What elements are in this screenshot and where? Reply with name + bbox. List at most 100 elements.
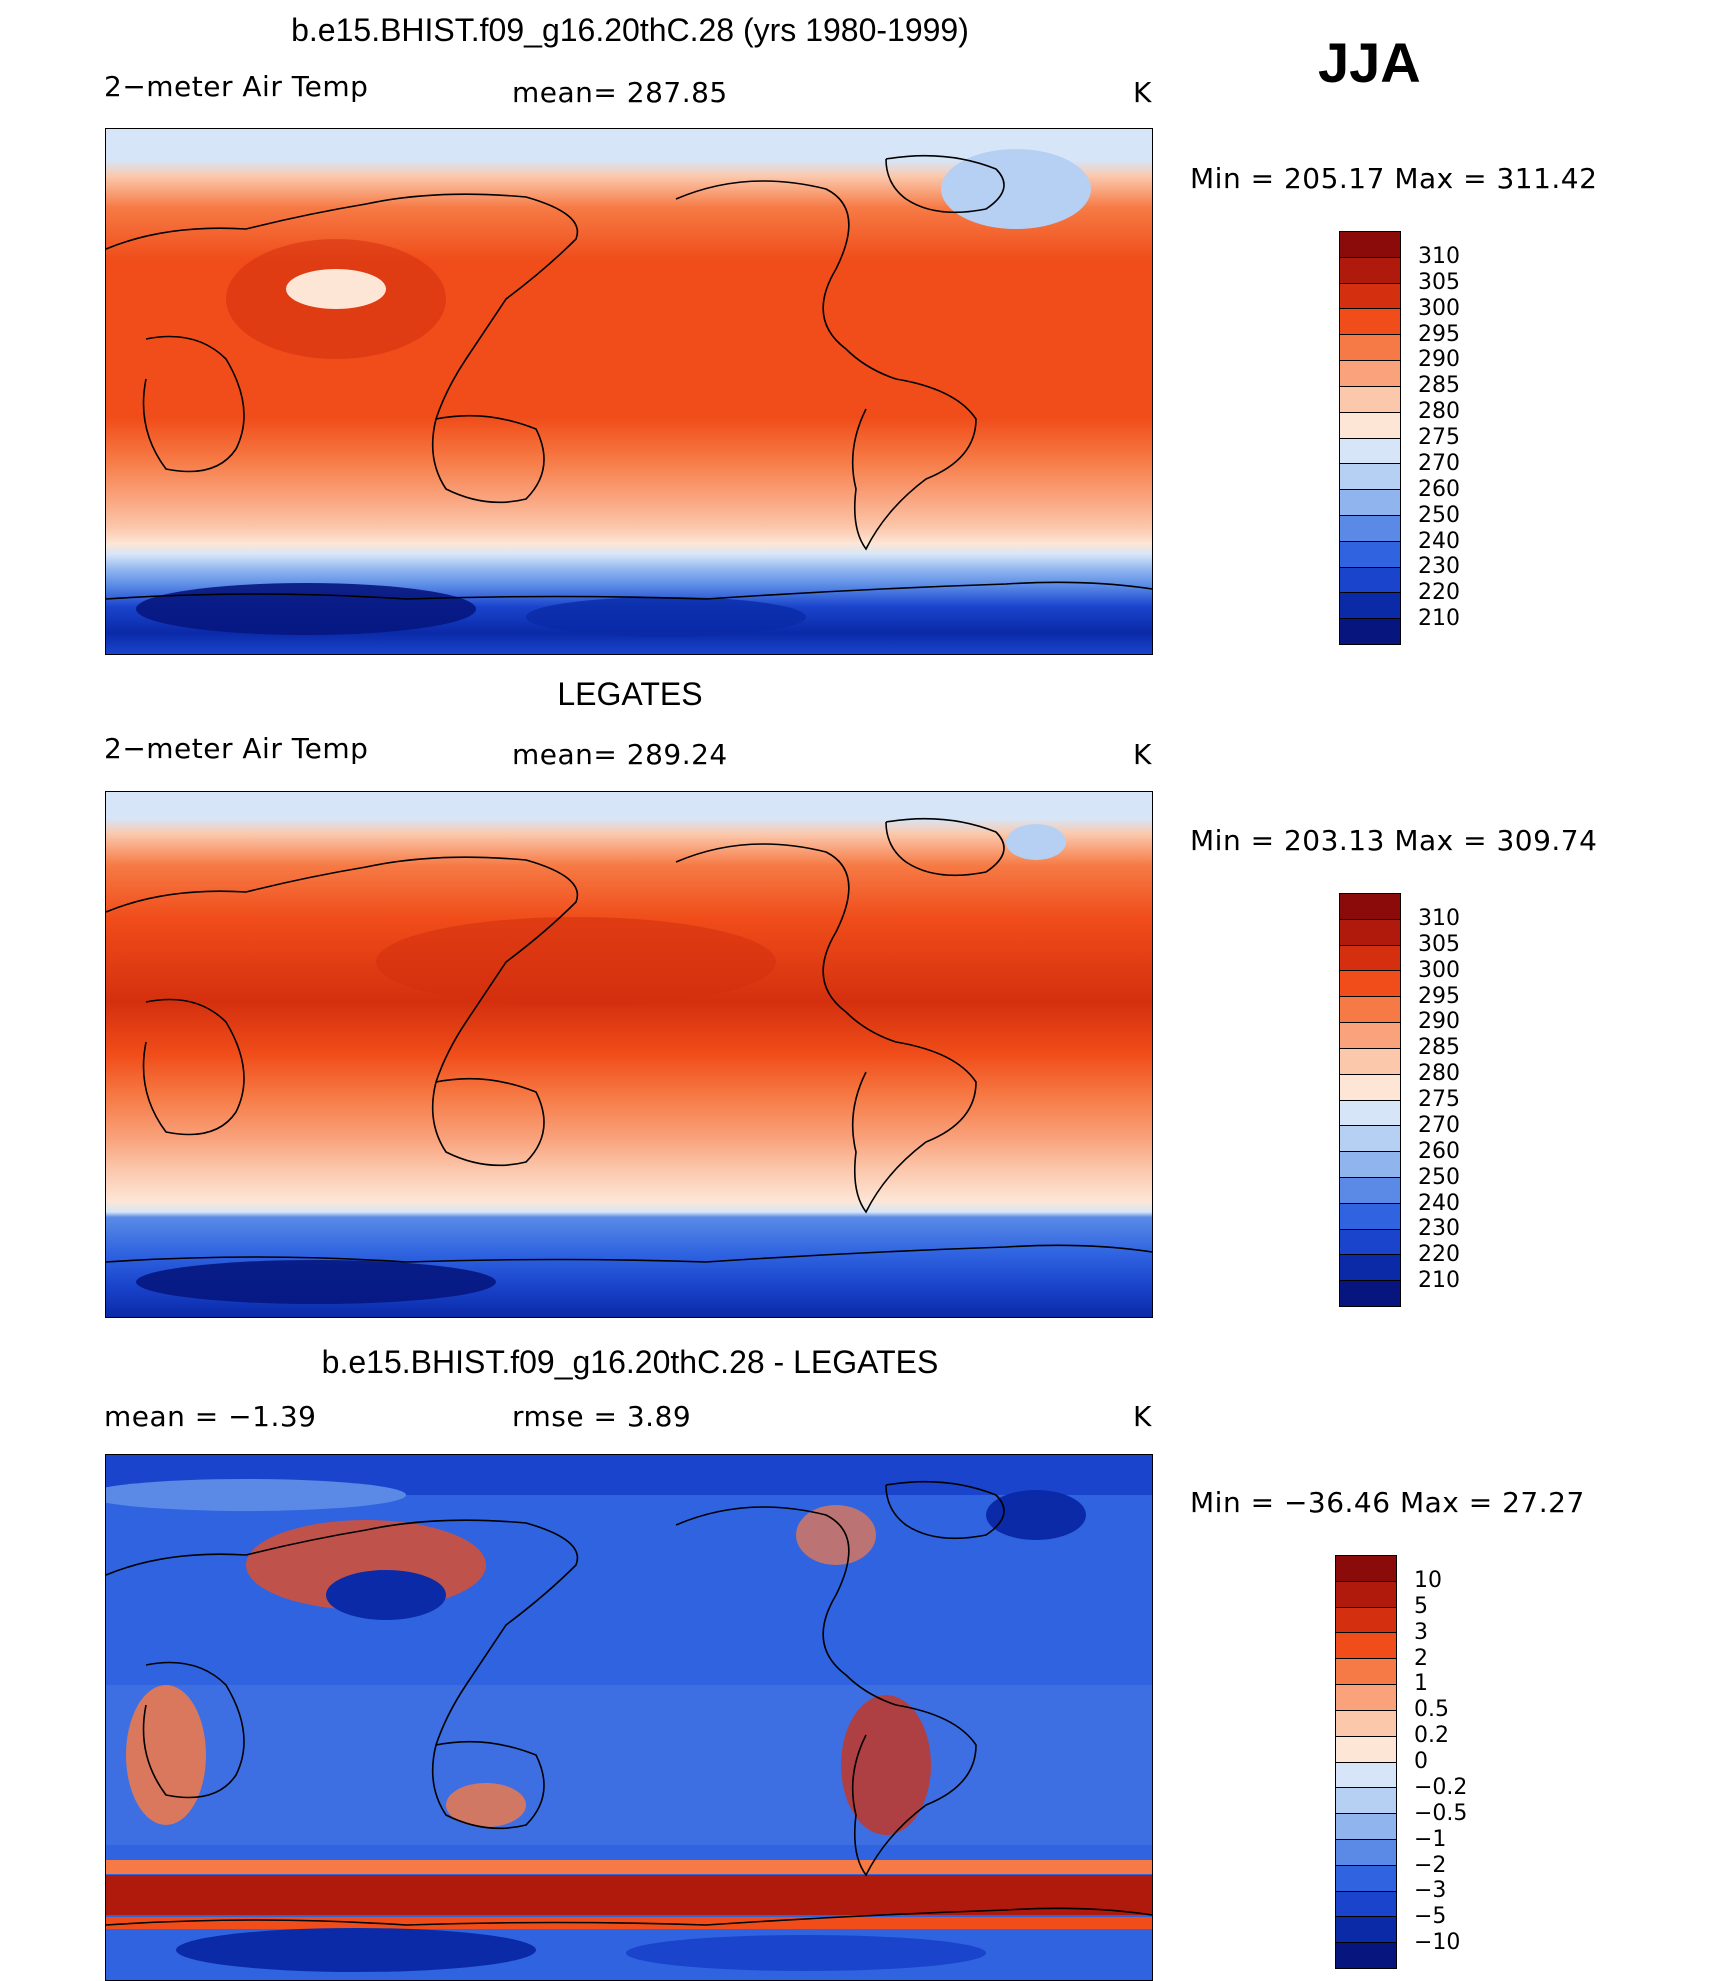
panel-3-colorbar-tick-label: 1 <box>1414 1671 1428 1697</box>
panel-2-colorbar-tick-label: 305 <box>1418 931 1460 957</box>
panel-3-units-label: K <box>1133 1400 1152 1433</box>
panel-1-colorbar-tick-label: 210 <box>1418 606 1460 632</box>
panel-2-colorbar-swatch <box>1340 1048 1400 1075</box>
panel-3-colorbar-swatch <box>1336 1839 1396 1866</box>
panel-2-colorbar-swatch <box>1340 1100 1400 1127</box>
panel-3-colorbar <box>1335 1555 1397 1969</box>
panel-2-colorbar-tick-label: 240 <box>1418 1190 1460 1216</box>
panel-1-colorbar-tick-label: 295 <box>1418 321 1460 347</box>
panel-2-colorbar-swatch <box>1340 1074 1400 1101</box>
panel-3-mean-label: mean = −1.39 <box>104 1400 317 1433</box>
panel-1-colorbar-tick-label: 290 <box>1418 347 1460 373</box>
panel-3-colorbar-tick-label: −5 <box>1414 1904 1447 1930</box>
panel-1-map <box>105 128 1153 655</box>
panel-1-colorbar-tick-label: 300 <box>1418 295 1460 321</box>
panel-2-variable-label: 2−meter Air Temp <box>104 732 369 765</box>
panel-1-colorbar-tick-label: 220 <box>1418 580 1460 606</box>
panel-3-colorbar-swatch <box>1336 1762 1396 1789</box>
panel-2-colorbar-swatch <box>1340 1255 1400 1282</box>
panel-3-colorbar-swatch <box>1336 1814 1396 1840</box>
panel-1-title: b.e15.BHIST.f09_g16.20thC.28 (yrs 1980-1… <box>291 12 969 48</box>
panel-3-colorbar-ticks: 10 5 3 2 1 0.5 0.2 0 −0.2 −0.5 −1 −2 −3 −5 −10 <box>1414 1555 1504 1969</box>
panel-1-variable-label: 2−meter Air Temp <box>104 70 369 103</box>
panel-1-colorbar-swatch <box>1340 257 1400 284</box>
panel-3-colorbar-swatch <box>1336 1581 1396 1608</box>
panel-3-colorbar-swatch <box>1336 1607 1396 1634</box>
panel-1-colorbar-swatch <box>1340 412 1400 439</box>
panel-2-colorbar-swatch <box>1340 997 1400 1024</box>
panel-1-colorbar-swatch <box>1340 386 1400 413</box>
panel-1-mean-label: mean= 287.85 <box>512 76 728 109</box>
panel-1-colorbar-swatch <box>1340 541 1400 568</box>
panel-2-map <box>105 791 1153 1318</box>
panel-2-colorbar-tick-label: 280 <box>1418 1061 1460 1087</box>
panel-2-units-label: K <box>1133 738 1152 771</box>
panel-3-colorbar-tick-label: 3 <box>1414 1619 1428 1645</box>
panel-2-minmax-label: Min = 203.13 Max = 309.74 <box>1190 824 1598 857</box>
panel-1-minmax-label: Min = 205.17 Max = 311.42 <box>1190 162 1598 195</box>
panel-1-colorbar-ticks: 310 305 300 295 290 285 280 275 270 260 250 240 … <box>1418 231 1498 645</box>
panel-2-colorbar-swatch <box>1340 919 1400 946</box>
panel-2-colorbar-swatch <box>1340 1229 1400 1256</box>
panel-1-colorbar-tick-label: 310 <box>1418 243 1460 269</box>
panel-2-colorbar-swatch <box>1340 1152 1400 1178</box>
panel-2-colorbar-swatch <box>1340 1126 1400 1153</box>
panel-1-colorbar <box>1339 231 1401 645</box>
panel-2-colorbar-tick-label: 275 <box>1418 1087 1460 1112</box>
panel-2-colorbar-tick-label: 310 <box>1418 905 1460 931</box>
season-label: JJA <box>1318 31 1421 94</box>
panel-3-minmax-label: Min = −36.46 Max = 27.27 <box>1190 1486 1585 1519</box>
panel-1-coastlines <box>106 154 1152 600</box>
panel-1-colorbar-swatch <box>1340 283 1400 310</box>
panel-3-colorbar-swatch <box>1336 1736 1396 1763</box>
panel-3-colorbar-swatch <box>1336 1659 1396 1686</box>
panel-2-colorbar-swatch <box>1340 1203 1400 1230</box>
panel-3-colorbar-swatch <box>1336 1917 1396 1944</box>
panel-3-colorbar-swatch <box>1336 1943 1396 1968</box>
panel-2-colorbar-swatch <box>1340 1281 1400 1306</box>
panel-3-colorbar-tick-label: 0.2 <box>1414 1723 1449 1749</box>
panel-3-colorbar-tick-label: −0.5 <box>1414 1800 1468 1826</box>
panel-3-colorbar-tick-label: −3 <box>1414 1878 1447 1904</box>
panel-1-colorbar-swatch <box>1340 464 1400 491</box>
panel-1-colorbar-tick-label: 305 <box>1418 269 1460 295</box>
panel-1-colorbar-tick-label: 285 <box>1418 373 1460 399</box>
panel-3-colorbar-tick-label: 5 <box>1414 1593 1428 1619</box>
panel-2-colorbar-tick-label: 250 <box>1418 1164 1460 1190</box>
panel-3-colorbar-tick-label: 0 <box>1414 1749 1428 1774</box>
panel-2-colorbar-swatch <box>1340 971 1400 998</box>
panel-1-colorbar-tick-label: 230 <box>1418 554 1460 580</box>
panel-1-colorbar-tick-label: 240 <box>1418 528 1460 554</box>
panel-2-colorbar-ticks: 310 305 300 295 290 285 280 275 270 260 250 240 … <box>1418 893 1498 1307</box>
panel-3-map <box>105 1454 1153 1981</box>
panel-2-colorbar-tick-label: 210 <box>1418 1268 1460 1294</box>
panel-3-coastlines <box>106 1480 1152 1926</box>
panel-3-colorbar-tick-label: −10 <box>1414 1930 1461 1956</box>
panel-2-title: LEGATES <box>557 676 703 712</box>
panel-1-colorbar-swatch <box>1340 567 1400 594</box>
panel-1-colorbar-swatch <box>1340 361 1400 387</box>
panel-3-rmse-label: rmse = 3.89 <box>512 1400 692 1433</box>
panel-3-colorbar-swatch <box>1336 1865 1396 1892</box>
panel-2-mean-label: mean= 289.24 <box>512 738 728 771</box>
panel-2-colorbar-swatch <box>1340 1177 1400 1204</box>
panel-2-colorbar <box>1339 893 1401 1307</box>
panel-3-colorbar-tick-label: −2 <box>1414 1852 1447 1878</box>
panel-2-colorbar-swatch <box>1340 945 1400 972</box>
panel-1-colorbar-tick-label: 260 <box>1418 476 1460 502</box>
panel-2-colorbar-tick-label: 295 <box>1418 983 1460 1009</box>
panel-1-colorbar-swatch <box>1340 309 1400 336</box>
panel-1-colorbar-swatch <box>1340 619 1400 644</box>
panel-2-colorbar-swatch <box>1340 894 1400 920</box>
panel-2-colorbar-tick-label: 290 <box>1418 1009 1460 1035</box>
panel-2-colorbar-tick-label: 285 <box>1418 1035 1460 1061</box>
panel-1-colorbar-tick-label: 275 <box>1418 425 1460 450</box>
panel-1-colorbar-swatch <box>1340 515 1400 542</box>
panel-3-colorbar-tick-label: 10 <box>1414 1567 1442 1593</box>
panel-3-colorbar-swatch <box>1336 1685 1396 1711</box>
panel-3-colorbar-tick-label: −1 <box>1414 1826 1447 1852</box>
panel-2-field <box>106 792 1152 1317</box>
panel-3-colorbar-tick-label: 0.5 <box>1414 1697 1449 1723</box>
panel-3-colorbar-swatch <box>1336 1891 1396 1918</box>
panel-3-colorbar-swatch <box>1336 1788 1396 1815</box>
